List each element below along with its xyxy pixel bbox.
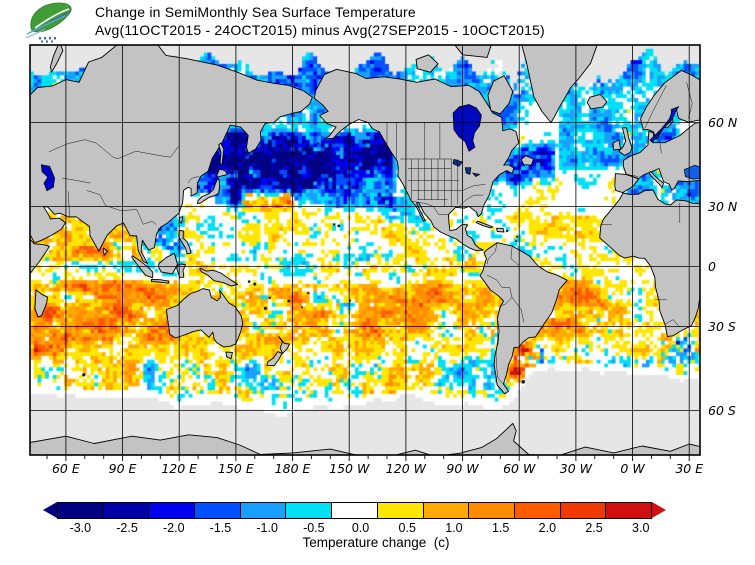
colorbar-tick-label: 3.0 [632,521,650,535]
land-layer [30,45,700,455]
graticule [30,45,700,455]
lon-tick-label: 120 E [161,461,198,476]
colorbar-tick-label: 1.5 [491,521,510,535]
lon-tick-label: 90 W [446,461,479,476]
lon-tick-label: 60 E [51,461,80,476]
colorbar-tick-label: -0.5 [303,521,325,535]
colorbar-segment--2.5 [102,502,150,519]
colorbar-segment--0.5 [285,502,333,519]
colorbar-tick-label: -2.0 [162,521,185,535]
lon-tick-label: 120 W [385,461,426,476]
lat-tick-label: 60 N [708,115,738,131]
colorbar-tick-label: 1.0 [445,521,463,535]
colorbar-tick-label: 2.5 [585,521,603,535]
lon-tick-label: 150 E [218,461,254,476]
colorbar-segment-1.0 [422,502,470,519]
lat-tick-label: 30 N [708,198,738,214]
lon-tick-label: 60 W [503,461,536,476]
lon-tick-label: 0 W [620,461,645,476]
lon-tick-label: 30 W [559,461,593,476]
colorbar-tick-label: -1.5 [209,521,232,535]
colorbar-left-arrow [43,502,57,518]
lon-tick-label: 30 E [675,461,704,476]
colorbar-segment--1.5 [194,502,241,519]
lat-tick-label: 60 S [708,402,736,418]
country-borders [48,82,693,384]
page-title-line2: Avg(11OCT2015 - 24OCT2015) minus Avg(27S… [95,22,545,38]
agency-leaf-logo [25,2,72,43]
colorbar-tick-label: 0.0 [351,521,370,535]
colorbar-segment-1.5 [468,502,515,519]
colorbar-segment--3.0 [57,502,104,519]
map-frame [29,44,701,456]
colorbar-right-arrow [651,502,666,518]
colorbar-segment-0.0 [331,502,378,519]
lat-tick-label: 30 S [708,319,736,335]
colorbar-segment--1.0 [239,502,287,519]
colorbar-segment-3.0 [605,502,652,519]
colorbar-tick-label: 2.0 [538,521,557,535]
colorbar-caption: Temperature change (c) [302,535,450,550]
colorbar-segment-2.5 [559,502,607,519]
colorbar-tick-label: 0.5 [398,521,416,535]
colorbar-segment-2.0 [513,502,561,519]
lon-tick-label: 150 W [329,461,370,476]
colorbar-segment-0.5 [376,502,424,519]
colorbar [43,502,666,519]
page-title-line1: Change in SemiMonthly Sea Surface Temper… [95,4,416,20]
lon-tick-label: 180 E [274,461,311,476]
lon-tick-label: 90 E [108,461,137,476]
colorbar-segment--2.0 [148,502,196,519]
lat-tick-label: 0 [708,259,716,274]
colorbar-tick-label: -1.0 [256,521,278,535]
colorbar-tick-label: -2.5 [116,521,138,535]
colorbar-tick-label: -3.0 [69,521,92,535]
